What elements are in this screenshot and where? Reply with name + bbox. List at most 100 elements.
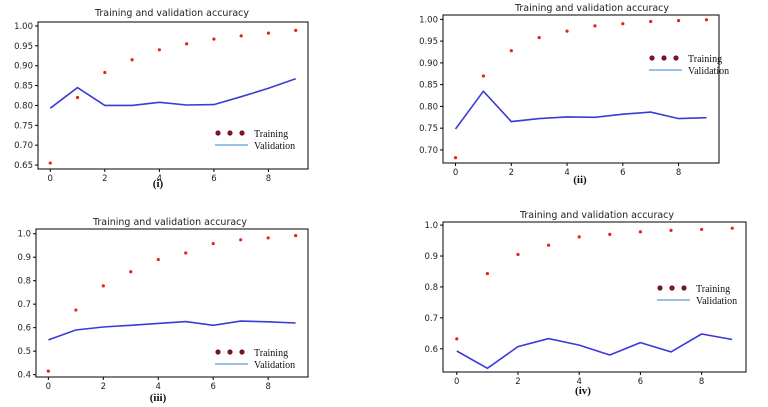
x-tick-label: 6	[620, 168, 625, 178]
training-point	[638, 230, 643, 234]
legend-training-marker	[215, 130, 221, 136]
y-tick-label: 0.85	[14, 82, 33, 92]
training-point	[649, 19, 653, 24]
legend-training-marker	[239, 349, 245, 355]
panel-caption: (ii)	[573, 174, 587, 186]
legend-training-marker	[215, 349, 221, 355]
x-tick-label: 2	[509, 168, 514, 178]
series	[453, 18, 709, 160]
training-point	[266, 31, 271, 35]
legend-training-label: Training	[254, 129, 288, 140]
y-tick-label: 0.90	[419, 59, 438, 69]
training-point	[546, 243, 551, 247]
y-tick-label: 0.75	[14, 121, 33, 131]
training-point	[129, 270, 133, 274]
legend-validation-label: Validation	[254, 360, 295, 371]
series	[48, 28, 298, 165]
training-point	[294, 233, 298, 238]
training-point	[74, 308, 78, 312]
legend-training-marker	[239, 130, 245, 136]
chart-title: Training and validation accuracy	[94, 8, 249, 19]
training-point	[509, 49, 513, 53]
x-tick-label: 0	[454, 377, 459, 387]
panel-caption: (iii)	[150, 392, 167, 404]
y-tick-label: 0.70	[14, 141, 33, 151]
training-point	[577, 235, 581, 239]
training-point	[185, 42, 189, 46]
x-tick-label: 6	[211, 382, 216, 392]
legend-training-marker	[681, 285, 687, 291]
training-point	[266, 236, 270, 240]
y-tick-label: 0.80	[419, 102, 438, 112]
training-point	[294, 28, 298, 32]
legend-validation-label: Validation	[254, 141, 295, 152]
x-tick-label: 2	[102, 174, 107, 184]
training-point	[212, 37, 216, 41]
training-point	[608, 232, 612, 236]
y-tick-label: 0.8	[424, 283, 438, 293]
series	[46, 233, 298, 373]
training-point	[101, 284, 105, 288]
legend-training-marker	[657, 285, 663, 291]
training-point	[103, 70, 107, 75]
panel-i: Training and validation accuracy 0.65 0.7…	[14, 8, 309, 190]
y-tick-label: 0.7	[17, 300, 31, 310]
chart-title: Training and validation accuracy	[92, 217, 247, 228]
x-tick-label: 4	[564, 168, 569, 178]
y-tick-label: 1.0	[424, 221, 438, 231]
training-point	[516, 252, 520, 257]
y-ticks: 0.70 0.75 0.80 0.85 0.90 0.95 1.00	[419, 15, 443, 156]
y-ticks: 0.65 0.70 0.75 0.80 0.85 0.90 0.95 1.00	[14, 22, 38, 171]
y-tick-label: 0.70	[419, 146, 438, 156]
training-point	[157, 48, 161, 52]
y-tick-label: 0.65	[14, 161, 33, 171]
plot-frame	[35, 228, 309, 378]
legend-training-marker	[227, 349, 233, 355]
plot-frame	[442, 221, 747, 373]
legend-training-label: Training	[254, 348, 288, 359]
panel-ii: Training and validation accuracy 0.700.7…	[419, 3, 729, 186]
training-point	[730, 226, 734, 230]
x-tick-label: 4	[156, 382, 161, 392]
training-point	[211, 241, 215, 246]
y-tick-label: 0.7	[424, 314, 438, 324]
training-point	[239, 238, 243, 242]
training-point	[537, 36, 541, 40]
x-ticks: 0 2 4 6 8	[46, 377, 271, 392]
chart-title: Training and validation accuracy	[519, 210, 674, 221]
validation-series-line	[456, 333, 733, 370]
x-tick-label: 8	[676, 168, 681, 178]
validation-series-line	[454, 89, 707, 130]
legend-training-label: Training	[688, 54, 722, 65]
x-ticks: 0 2 4 6 8	[453, 163, 681, 178]
y-tick-label: 0.80	[14, 101, 33, 111]
y-tick-label: 1.0	[17, 230, 31, 240]
x-tick-label: 2	[515, 377, 520, 387]
training-point	[704, 18, 709, 22]
x-tick-label: 0	[46, 382, 51, 392]
training-point	[130, 58, 134, 62]
training-point	[453, 156, 458, 160]
x-ticks: 0 2 4 6 8	[48, 169, 271, 184]
training-point	[669, 228, 673, 232]
y-ticks: 0.4 0.5 0.6 0.7 0.8 0.9 1.0	[17, 230, 36, 381]
training-point	[593, 24, 597, 28]
panel-caption: (iv)	[575, 385, 591, 397]
y-tick-label: 0.4	[17, 371, 31, 381]
legend-training-marker	[673, 55, 679, 61]
panel-iii: Training and validation accuracy 0.40.50…	[17, 217, 309, 404]
panel-caption: (i)	[153, 178, 164, 190]
x-tick-label: 0	[48, 174, 53, 184]
legend-validation-label: Validation	[688, 66, 729, 77]
y-tick-label: 0.95	[419, 37, 438, 47]
training-point	[239, 34, 243, 38]
x-tick-label: 8	[266, 174, 271, 184]
training-point	[700, 227, 704, 232]
y-tick-label: 0.9	[424, 252, 438, 262]
y-tick-label: 0.95	[14, 42, 33, 52]
legend-training-marker	[649, 55, 655, 61]
y-tick-label: 0.9	[17, 253, 31, 263]
